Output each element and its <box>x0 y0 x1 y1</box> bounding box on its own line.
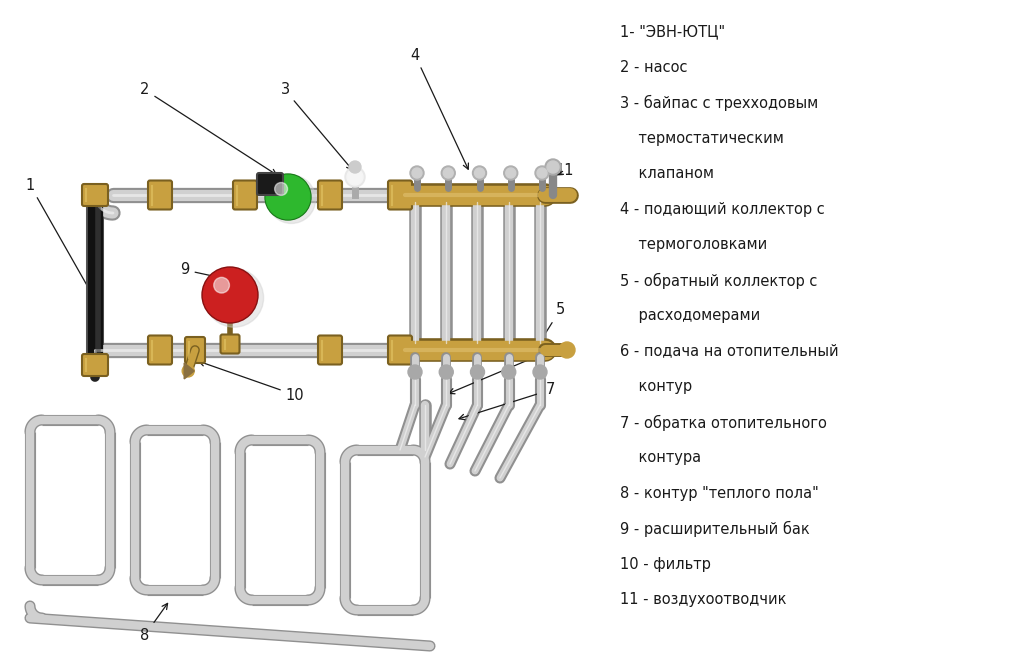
FancyBboxPatch shape <box>220 335 240 353</box>
Text: 1- "ЭВН-ЮТЦ": 1- "ЭВН-ЮТЦ" <box>620 24 725 39</box>
Circle shape <box>559 342 575 358</box>
Text: 6: 6 <box>449 347 545 394</box>
FancyBboxPatch shape <box>82 354 108 376</box>
Text: 10: 10 <box>199 360 304 403</box>
Text: клапаном: клапаном <box>620 166 714 181</box>
Circle shape <box>204 268 257 322</box>
Text: контура: контура <box>620 450 701 465</box>
FancyBboxPatch shape <box>148 335 172 364</box>
Text: 9 - расширительный бак: 9 - расширительный бак <box>620 521 810 537</box>
Circle shape <box>202 267 258 323</box>
FancyBboxPatch shape <box>388 181 412 210</box>
Circle shape <box>472 166 486 180</box>
Text: 11: 11 <box>556 163 574 177</box>
Circle shape <box>443 168 454 178</box>
Text: 8: 8 <box>140 604 168 643</box>
Text: 3 - байпас с трехходовым: 3 - байпас с трехходовым <box>620 95 818 111</box>
Text: термостатическим: термостатическим <box>620 130 784 146</box>
Text: 10 - фильтр: 10 - фильтр <box>620 556 711 571</box>
FancyBboxPatch shape <box>257 173 283 195</box>
FancyBboxPatch shape <box>318 181 342 210</box>
Circle shape <box>267 175 315 223</box>
Text: 2 - насос: 2 - насос <box>620 59 687 74</box>
Circle shape <box>535 166 549 180</box>
Text: 8 - контур "теплого пола": 8 - контур "теплого пола" <box>620 486 819 500</box>
FancyBboxPatch shape <box>318 335 342 364</box>
Circle shape <box>412 168 422 178</box>
Circle shape <box>347 169 362 185</box>
Circle shape <box>410 166 424 180</box>
Text: контур: контур <box>620 379 692 394</box>
Circle shape <box>265 174 311 220</box>
Circle shape <box>506 168 516 178</box>
Circle shape <box>182 365 195 377</box>
Circle shape <box>266 175 310 219</box>
Circle shape <box>349 161 361 173</box>
Circle shape <box>274 183 288 195</box>
Text: 9: 9 <box>180 262 241 283</box>
Circle shape <box>214 277 229 293</box>
Circle shape <box>474 168 484 178</box>
Text: 11 - воздухоотводчик: 11 - воздухоотводчик <box>620 592 786 607</box>
Circle shape <box>345 167 365 187</box>
Circle shape <box>210 275 250 314</box>
Text: 3: 3 <box>281 82 352 170</box>
Circle shape <box>408 365 422 379</box>
Text: 7: 7 <box>459 382 555 420</box>
Text: термоголовками: термоголовками <box>620 237 767 252</box>
Circle shape <box>534 365 547 379</box>
FancyBboxPatch shape <box>148 181 172 210</box>
Circle shape <box>441 166 456 180</box>
FancyBboxPatch shape <box>82 184 108 206</box>
Text: 7 - обратка отопительного: 7 - обратка отопительного <box>620 415 826 430</box>
Circle shape <box>205 268 263 328</box>
Circle shape <box>545 159 561 175</box>
Text: 1: 1 <box>26 177 99 306</box>
Text: 5 - обратный коллектор с: 5 - обратный коллектор с <box>620 273 817 289</box>
Circle shape <box>272 181 304 213</box>
FancyBboxPatch shape <box>233 181 257 210</box>
Circle shape <box>502 365 516 379</box>
Circle shape <box>504 166 518 180</box>
Circle shape <box>439 365 454 379</box>
FancyBboxPatch shape <box>185 337 205 363</box>
Text: 4 - подающий коллектор с: 4 - подающий коллектор с <box>620 202 824 217</box>
Circle shape <box>470 365 484 379</box>
Polygon shape <box>184 363 195 379</box>
Circle shape <box>537 168 547 178</box>
Text: 2: 2 <box>140 82 276 175</box>
Text: расходомерами: расходомерами <box>620 308 760 323</box>
Text: 4: 4 <box>411 47 468 169</box>
Text: 5: 5 <box>538 302 564 347</box>
Text: 6 - подача на отопительный: 6 - подача на отопительный <box>620 343 839 358</box>
FancyBboxPatch shape <box>388 335 412 364</box>
Circle shape <box>547 161 559 173</box>
